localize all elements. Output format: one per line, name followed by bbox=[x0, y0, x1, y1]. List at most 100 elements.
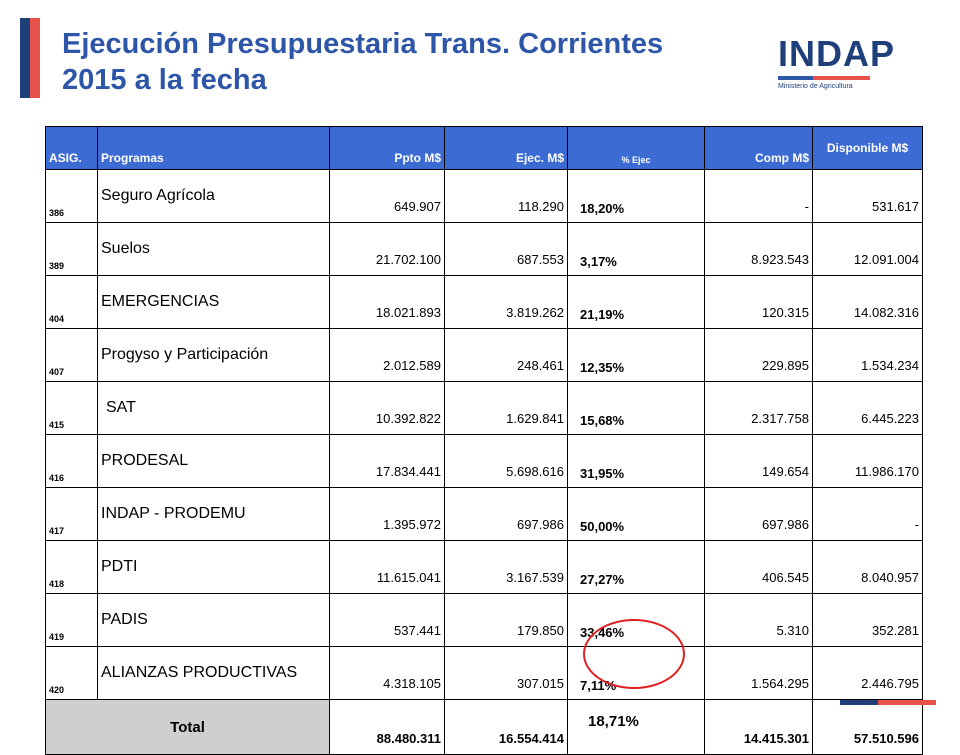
col-pct: % Ejec bbox=[567, 126, 705, 170]
cell-ejec: 307.015 bbox=[444, 646, 568, 700]
cell-disp: 14.082.316 bbox=[812, 275, 923, 329]
total-disp: 57.510.596 bbox=[812, 699, 923, 755]
cell-asig: 418 bbox=[45, 540, 98, 594]
col-ppto: Ppto M$ bbox=[329, 126, 445, 170]
cell-comp: 2.317.758 bbox=[704, 381, 813, 435]
cell-programa: ALIANZAS PRODUCTIVAS bbox=[97, 646, 330, 700]
logo-text: INDAP bbox=[778, 33, 896, 74]
accent-bar-navy bbox=[20, 18, 30, 98]
cell-disp: 6.445.223 bbox=[812, 381, 923, 435]
cell-pct: 15,68% bbox=[567, 381, 705, 435]
cell-ejec: 697.986 bbox=[444, 487, 568, 541]
cell-ejec: 687.553 bbox=[444, 222, 568, 276]
cell-disp: 8.040.957 bbox=[812, 540, 923, 594]
logo-rule bbox=[778, 76, 870, 80]
cell-ppto: 10.392.822 bbox=[329, 381, 445, 435]
cell-ppto: 11.615.041 bbox=[329, 540, 445, 594]
cell-ppto: 21.702.100 bbox=[329, 222, 445, 276]
table-row: 389 Suelos 21.702.100 687.553 3,17% 8.92… bbox=[45, 222, 923, 276]
table-row: 386 Seguro Agrícola 649.907 118.290 18,2… bbox=[45, 169, 923, 223]
cell-ejec: 3.167.539 bbox=[444, 540, 568, 594]
cell-comp: 229.895 bbox=[704, 328, 813, 382]
accent-bar-red bbox=[30, 18, 40, 98]
total-row: Total 88.480.311 16.554.414 18,71% 14.41… bbox=[45, 699, 923, 755]
cell-pct: 12,35% bbox=[567, 328, 705, 382]
cell-comp: 697.986 bbox=[704, 487, 813, 541]
cell-ppto: 537.441 bbox=[329, 593, 445, 647]
cell-asig: 419 bbox=[45, 593, 98, 647]
cell-ppto: 17.834.441 bbox=[329, 434, 445, 488]
total-comp: 14.415.301 bbox=[704, 699, 813, 755]
footer-bar-navy bbox=[840, 700, 878, 705]
table-row: 416 PRODESAL 17.834.441 5.698.616 31,95%… bbox=[45, 434, 923, 488]
cell-disp: 11.986.170 bbox=[812, 434, 923, 488]
cell-comp: 120.315 bbox=[704, 275, 813, 329]
table-row: 415 SAT 10.392.822 1.629.841 15,68% 2.31… bbox=[45, 381, 923, 435]
cell-ejec: 3.819.262 bbox=[444, 275, 568, 329]
cell-asig: 389 bbox=[45, 222, 98, 276]
table-header-row: ASIG. Programas Ppto M$ Ejec. M$ % Ejec … bbox=[45, 126, 923, 170]
cell-pct: 18,20% bbox=[567, 169, 705, 223]
cell-comp: 149.654 bbox=[704, 434, 813, 488]
cell-programa: PADIS bbox=[97, 593, 330, 647]
cell-pct: 31,95% bbox=[567, 434, 705, 488]
col-programas: Programas bbox=[97, 126, 330, 170]
cell-programa: EMERGENCIAS bbox=[97, 275, 330, 329]
cell-ejec: 179.850 bbox=[444, 593, 568, 647]
cell-asig: 417 bbox=[45, 487, 98, 541]
cell-comp: 406.545 bbox=[704, 540, 813, 594]
cell-programa: SAT bbox=[97, 381, 330, 435]
cell-pct: 3,17% bbox=[567, 222, 705, 276]
cell-programa: Progyso y Participación bbox=[97, 328, 330, 382]
cell-disp: 2.446.795 bbox=[812, 646, 923, 700]
cell-ppto: 18.021.893 bbox=[329, 275, 445, 329]
cell-ppto: 649.907 bbox=[329, 169, 445, 223]
cell-disp: 352.281 bbox=[812, 593, 923, 647]
cell-asig: 420 bbox=[45, 646, 98, 700]
cell-disp: - bbox=[812, 487, 923, 541]
table-row: 404 EMERGENCIAS 18.021.893 3.819.262 21,… bbox=[45, 275, 923, 329]
logo-subtitle: Ministerio de Agricultura bbox=[778, 83, 853, 90]
cell-ppto: 4.318.105 bbox=[329, 646, 445, 700]
cell-pct: 21,19% bbox=[567, 275, 705, 329]
cell-pct: 27,27% bbox=[567, 540, 705, 594]
budget-table: ASIG. Programas Ppto M$ Ejec. M$ % Ejec … bbox=[45, 126, 923, 755]
highlight-circle bbox=[583, 619, 685, 689]
col-disp: Disponible M$ bbox=[812, 126, 923, 170]
cell-ejec: 118.290 bbox=[444, 169, 568, 223]
cell-comp: 8.923.543 bbox=[704, 222, 813, 276]
cell-programa: Suelos bbox=[97, 222, 330, 276]
total-pct: 18,71% bbox=[567, 699, 705, 755]
total-ejec: 16.554.414 bbox=[444, 699, 568, 755]
cell-ejec: 248.461 bbox=[444, 328, 568, 382]
table-row: 420 ALIANZAS PRODUCTIVAS 4.318.105 307.0… bbox=[45, 646, 923, 700]
cell-ejec: 5.698.616 bbox=[444, 434, 568, 488]
cell-disp: 12.091.004 bbox=[812, 222, 923, 276]
title-line-1: Ejecución Presupuestaria Trans. Corrient… bbox=[62, 28, 664, 60]
cell-asig: 407 bbox=[45, 328, 98, 382]
table-row: 419 PADIS 537.441 179.850 33,46% 5.310 3… bbox=[45, 593, 923, 647]
cell-disp: 531.617 bbox=[812, 169, 923, 223]
cell-programa: INDAP - PRODEMU bbox=[97, 487, 330, 541]
col-asig: ASIG. bbox=[45, 126, 98, 170]
cell-programa: PDTI bbox=[97, 540, 330, 594]
cell-ejec: 1.629.841 bbox=[444, 381, 568, 435]
cell-disp: 1.534.234 bbox=[812, 328, 923, 382]
cell-comp: 1.564.295 bbox=[704, 646, 813, 700]
title-line-2: 2015 a la fecha bbox=[62, 64, 267, 96]
table-row: 407 Progyso y Participación 2.012.589 24… bbox=[45, 328, 923, 382]
cell-programa: Seguro Agrícola bbox=[97, 169, 330, 223]
total-label: Total bbox=[45, 699, 330, 755]
cell-comp: 5.310 bbox=[704, 593, 813, 647]
col-ejec: Ejec. M$ bbox=[444, 126, 568, 170]
cell-asig: 404 bbox=[45, 275, 98, 329]
total-ppto: 88.480.311 bbox=[329, 699, 445, 755]
cell-asig: 416 bbox=[45, 434, 98, 488]
cell-asig: 415 bbox=[45, 381, 98, 435]
page-title: Ejecución Presupuestaria Trans. Corrient… bbox=[62, 26, 663, 98]
cell-ppto: 1.395.972 bbox=[329, 487, 445, 541]
table-row: 418 PDTI 11.615.041 3.167.539 27,27% 406… bbox=[45, 540, 923, 594]
cell-pct: 50,00% bbox=[567, 487, 705, 541]
cell-ppto: 2.012.589 bbox=[329, 328, 445, 382]
col-comp: Comp M$ bbox=[704, 126, 813, 170]
